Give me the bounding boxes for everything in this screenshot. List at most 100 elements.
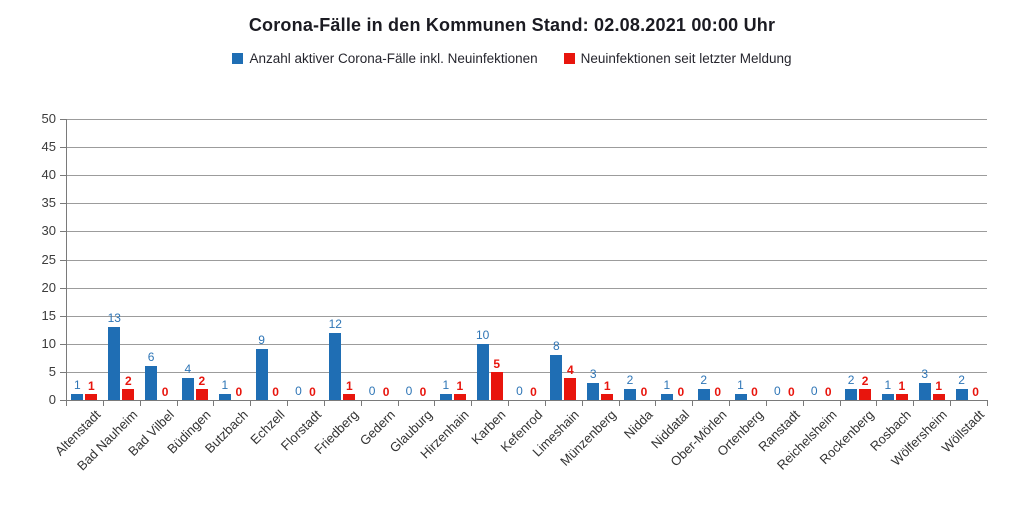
bar-active-cases bbox=[881, 394, 894, 400]
gridline bbox=[66, 175, 987, 176]
legend-label-new-infections: Neuinfektionen seit letzter Meldung bbox=[580, 51, 792, 66]
x-axis-tick bbox=[582, 400, 583, 406]
data-label-new-infections: 0 bbox=[824, 385, 832, 399]
data-label-new-infections: 0 bbox=[530, 385, 537, 399]
x-axis-tick bbox=[655, 400, 656, 406]
bar-active-cases bbox=[734, 394, 747, 400]
data-label-active-cases: 9 bbox=[258, 333, 265, 348]
data-label-new-infections: 2 bbox=[124, 373, 132, 388]
y-axis-tick bbox=[60, 372, 66, 373]
x-axis-tick bbox=[287, 400, 288, 406]
data-label-new-infections: 0 bbox=[419, 385, 427, 399]
bar-active-cases bbox=[476, 343, 489, 400]
data-label-new-infections: 0 bbox=[751, 385, 758, 399]
gridline bbox=[66, 372, 987, 373]
data-label-active-cases: 0 bbox=[295, 384, 302, 398]
x-axis-tick bbox=[103, 400, 104, 406]
y-tick-label: 10 bbox=[41, 336, 56, 351]
data-label-new-infections: 0 bbox=[161, 385, 169, 399]
data-label-new-infections: 1 bbox=[898, 379, 906, 394]
legend-swatch-new-infections bbox=[563, 53, 575, 64]
bar-new-infections bbox=[453, 394, 466, 400]
x-axis-tick bbox=[619, 400, 620, 406]
bar-active-cases bbox=[71, 394, 84, 400]
data-label-new-infections: 2 bbox=[861, 373, 869, 388]
bar-active-cases bbox=[255, 349, 268, 400]
bar-new-infections bbox=[564, 377, 577, 400]
y-tick-label: 0 bbox=[48, 392, 56, 407]
x-axis-tick bbox=[250, 400, 251, 406]
gridline bbox=[66, 147, 987, 148]
bar-active-cases bbox=[587, 383, 600, 400]
data-label-active-cases: 1 bbox=[884, 378, 892, 393]
y-tick-label: 50 bbox=[41, 111, 56, 126]
bar-active-cases bbox=[918, 383, 931, 400]
y-axis-tick bbox=[60, 119, 66, 120]
data-label-new-infections: 1 bbox=[345, 379, 353, 394]
y-tick-label: 5 bbox=[48, 364, 56, 379]
y-axis-tick bbox=[60, 260, 66, 261]
bar-active-cases bbox=[624, 388, 636, 400]
data-label-new-infections: 5 bbox=[493, 356, 501, 371]
x-axis-tick bbox=[729, 400, 730, 406]
legend-item-new-infections: Neuinfektionen seit letzter Meldung bbox=[563, 51, 792, 66]
gridline bbox=[66, 260, 987, 261]
chart-legend: Anzahl aktiver Corona-Fälle inkl. Neuinf… bbox=[0, 51, 1024, 66]
legend-label-active-cases: Anzahl aktiver Corona-Fälle inkl. Neuinf… bbox=[249, 51, 538, 66]
bar-active-cases bbox=[550, 355, 563, 400]
bar-active-cases bbox=[439, 394, 452, 400]
data-label-active-cases: 0 bbox=[516, 384, 523, 398]
y-tick-label: 45 bbox=[41, 139, 56, 154]
bar-active-cases bbox=[845, 388, 858, 400]
data-label-new-infections: 0 bbox=[788, 385, 795, 399]
x-axis-tick bbox=[177, 400, 178, 406]
data-label-active-cases: 2 bbox=[958, 372, 965, 387]
bar-active-cases bbox=[218, 394, 231, 400]
x-axis-tick bbox=[766, 400, 767, 406]
x-axis-tick bbox=[840, 400, 841, 406]
bar-new-infections bbox=[490, 371, 503, 400]
y-axis-tick bbox=[60, 147, 66, 148]
data-label-active-cases: 1 bbox=[221, 378, 229, 393]
y-axis-tick bbox=[60, 316, 66, 317]
x-axis-tick bbox=[987, 400, 988, 406]
data-label-active-cases: 0 bbox=[774, 384, 781, 398]
bar-new-infections bbox=[932, 394, 945, 400]
x-axis-tick bbox=[434, 400, 435, 406]
bar-active-cases bbox=[181, 377, 194, 400]
x-axis-tick bbox=[950, 400, 951, 406]
x-axis-tick bbox=[692, 400, 693, 406]
bar-new-infections bbox=[122, 388, 135, 400]
data-label-new-infections: 0 bbox=[235, 385, 243, 399]
data-label-active-cases: 2 bbox=[847, 372, 855, 387]
data-label-new-infections: 1 bbox=[935, 379, 943, 394]
y-axis-tick bbox=[60, 203, 66, 204]
bar-active-cases bbox=[145, 366, 158, 400]
gridline bbox=[66, 288, 987, 289]
data-label-new-infections: 0 bbox=[272, 385, 279, 399]
gridline bbox=[66, 316, 987, 317]
y-axis-tick bbox=[60, 288, 66, 289]
data-label-new-infections: 0 bbox=[972, 385, 979, 399]
data-label-active-cases: 2 bbox=[626, 372, 634, 387]
legend-item-active-cases: Anzahl aktiver Corona-Fälle inkl. Neuinf… bbox=[232, 51, 538, 66]
data-label-new-infections: 2 bbox=[198, 373, 206, 388]
x-axis-tick bbox=[913, 400, 914, 406]
data-label-active-cases: 1 bbox=[442, 378, 450, 393]
bar-active-cases bbox=[697, 388, 710, 400]
y-tick-label: 40 bbox=[41, 167, 56, 182]
y-tick-label: 25 bbox=[41, 252, 56, 267]
data-label-new-infections: 0 bbox=[382, 385, 390, 399]
bar-new-infections bbox=[343, 394, 356, 400]
bar-active-cases bbox=[108, 326, 121, 400]
data-label-new-infections: 1 bbox=[456, 379, 464, 394]
x-axis-tick bbox=[508, 400, 509, 406]
y-axis-tick bbox=[60, 400, 66, 401]
x-axis-tick bbox=[471, 400, 472, 406]
data-label-new-infections: 0 bbox=[309, 385, 316, 399]
data-label-new-infections: 1 bbox=[603, 379, 611, 394]
x-axis-tick bbox=[361, 400, 362, 406]
x-axis-tick bbox=[876, 400, 877, 406]
